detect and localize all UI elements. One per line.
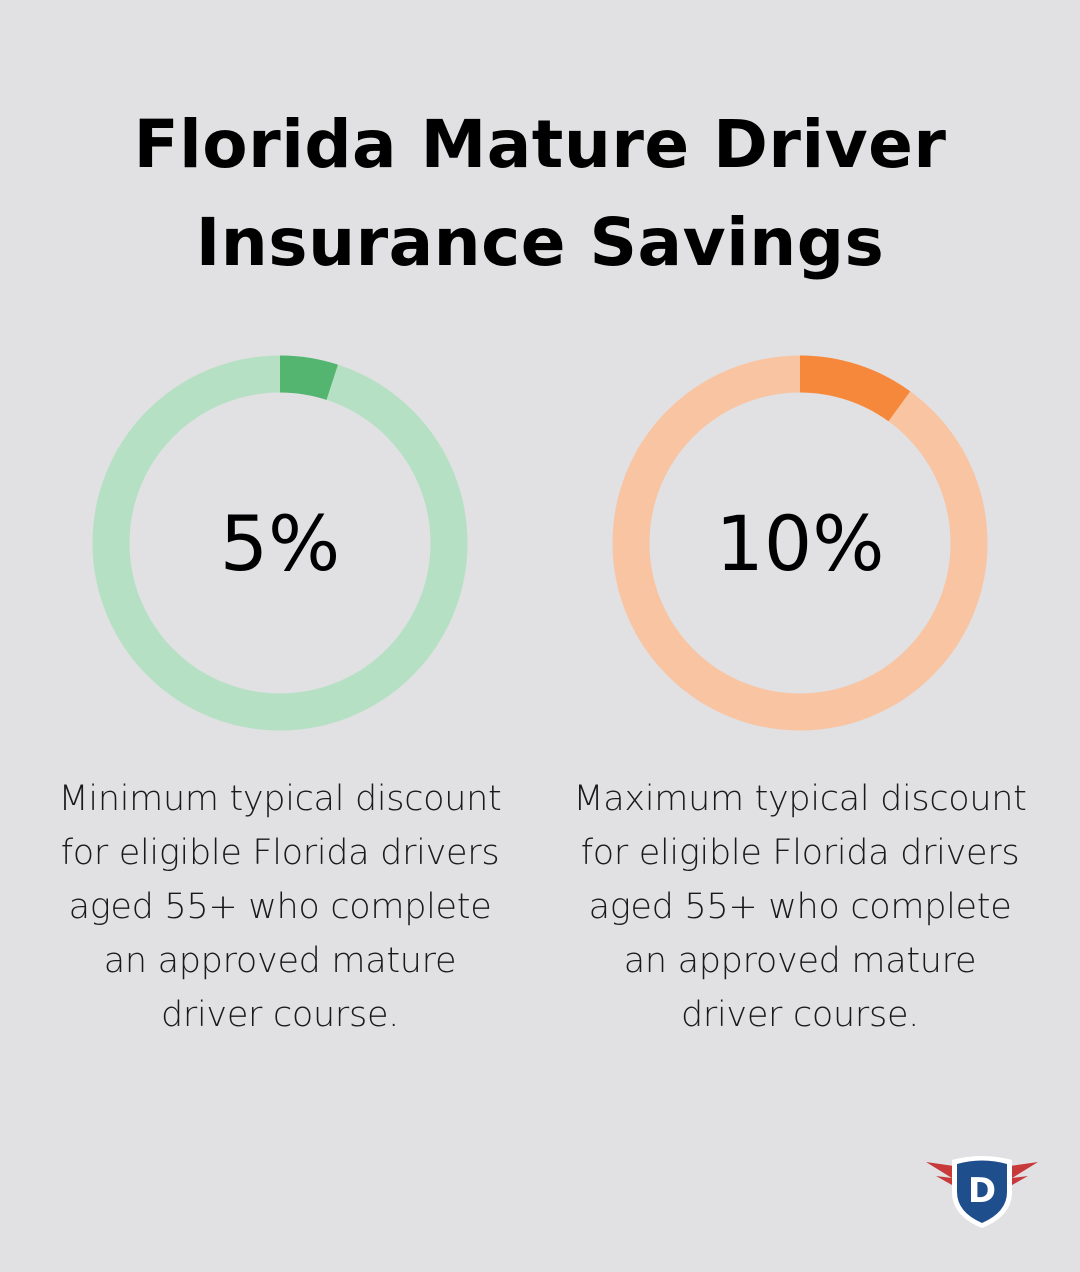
stat-description: Maximum typical discount for eligible Fl…: [573, 779, 1027, 1035]
stat-description: Minimum typical discount for eligible Fl…: [58, 779, 502, 1035]
donut-value-arc: [279, 355, 338, 401]
brand-logo: D: [926, 1156, 1038, 1228]
logo-letter: D: [968, 1171, 996, 1211]
stat-card-minimum: 5% Minimum typical discount for eligible…: [50, 353, 510, 1042]
percent-label: 5%: [220, 499, 341, 588]
donut-chart-minimum: 5%: [92, 355, 468, 731]
percent-label: 10%: [716, 499, 885, 588]
title-line-1: Florida Mature Driver: [133, 106, 947, 183]
donut-value-arc: [799, 355, 911, 422]
chart-title: Florida Mature Driver Insurance Savings: [0, 96, 1080, 292]
stat-card-maximum: 10% Maximum typical discount for eligibl…: [570, 353, 1030, 1042]
donut-chart-maximum: 10%: [612, 355, 988, 731]
title-line-2: Insurance Savings: [195, 204, 885, 281]
